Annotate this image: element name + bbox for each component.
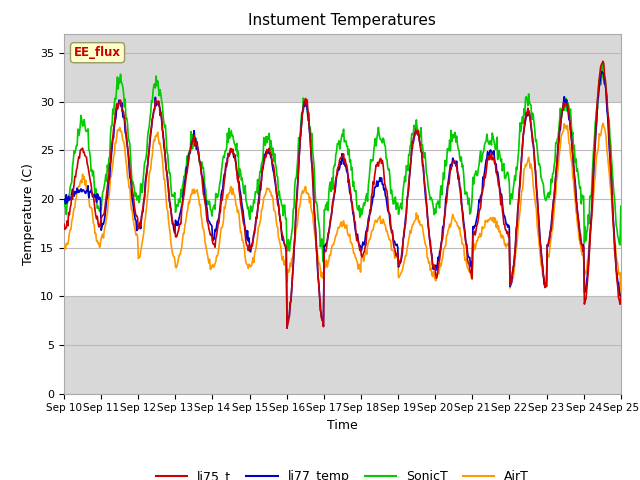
li77_temp bbox=[214, 218, 221, 224]
li75_t bbox=[70, 182, 78, 188]
li75_t bbox=[617, 294, 625, 300]
SonicT bbox=[319, 259, 327, 265]
AirT bbox=[60, 245, 68, 251]
AirT bbox=[410, 219, 418, 225]
li75_t bbox=[214, 228, 221, 233]
li77_temp bbox=[283, 325, 291, 331]
SonicT bbox=[127, 165, 135, 171]
li75_t bbox=[283, 325, 291, 331]
Legend: li75_t, li77_temp, SonicT, AirT: li75_t, li77_temp, SonicT, AirT bbox=[151, 465, 534, 480]
Text: EE_flux: EE_flux bbox=[74, 46, 121, 59]
li75_t bbox=[428, 249, 435, 255]
X-axis label: Time: Time bbox=[327, 419, 358, 432]
AirT bbox=[127, 206, 135, 212]
SonicT bbox=[60, 197, 68, 203]
Line: AirT: AirT bbox=[64, 123, 621, 299]
li75_t bbox=[127, 180, 135, 185]
AirT bbox=[617, 296, 625, 301]
li77_temp bbox=[617, 293, 625, 299]
SonicT bbox=[617, 204, 625, 209]
SonicT bbox=[411, 124, 419, 130]
AirT bbox=[70, 205, 78, 211]
li77_temp bbox=[70, 193, 78, 199]
Line: li77_temp: li77_temp bbox=[64, 72, 621, 328]
SonicT bbox=[214, 195, 221, 201]
li77_temp bbox=[428, 248, 435, 253]
li77_temp bbox=[598, 69, 605, 74]
SonicT bbox=[428, 194, 435, 200]
li75_t bbox=[60, 221, 68, 227]
li77_temp bbox=[184, 162, 192, 168]
Line: SonicT: SonicT bbox=[64, 64, 621, 262]
li77_temp bbox=[60, 197, 68, 203]
AirT bbox=[599, 120, 607, 126]
Y-axis label: Temperature (C): Temperature (C) bbox=[22, 163, 35, 264]
SonicT bbox=[598, 61, 606, 67]
li75_t bbox=[599, 59, 607, 64]
AirT bbox=[184, 206, 192, 212]
Line: li75_t: li75_t bbox=[64, 61, 621, 328]
Bar bbox=[64, 102, 621, 296]
li77_temp bbox=[411, 131, 419, 136]
li77_temp bbox=[127, 184, 135, 190]
SonicT bbox=[70, 148, 78, 154]
li75_t bbox=[411, 133, 419, 139]
AirT bbox=[214, 253, 221, 259]
AirT bbox=[426, 267, 434, 273]
Title: Instument Temperatures: Instument Temperatures bbox=[248, 13, 436, 28]
SonicT bbox=[184, 158, 192, 164]
li75_t bbox=[184, 162, 192, 168]
